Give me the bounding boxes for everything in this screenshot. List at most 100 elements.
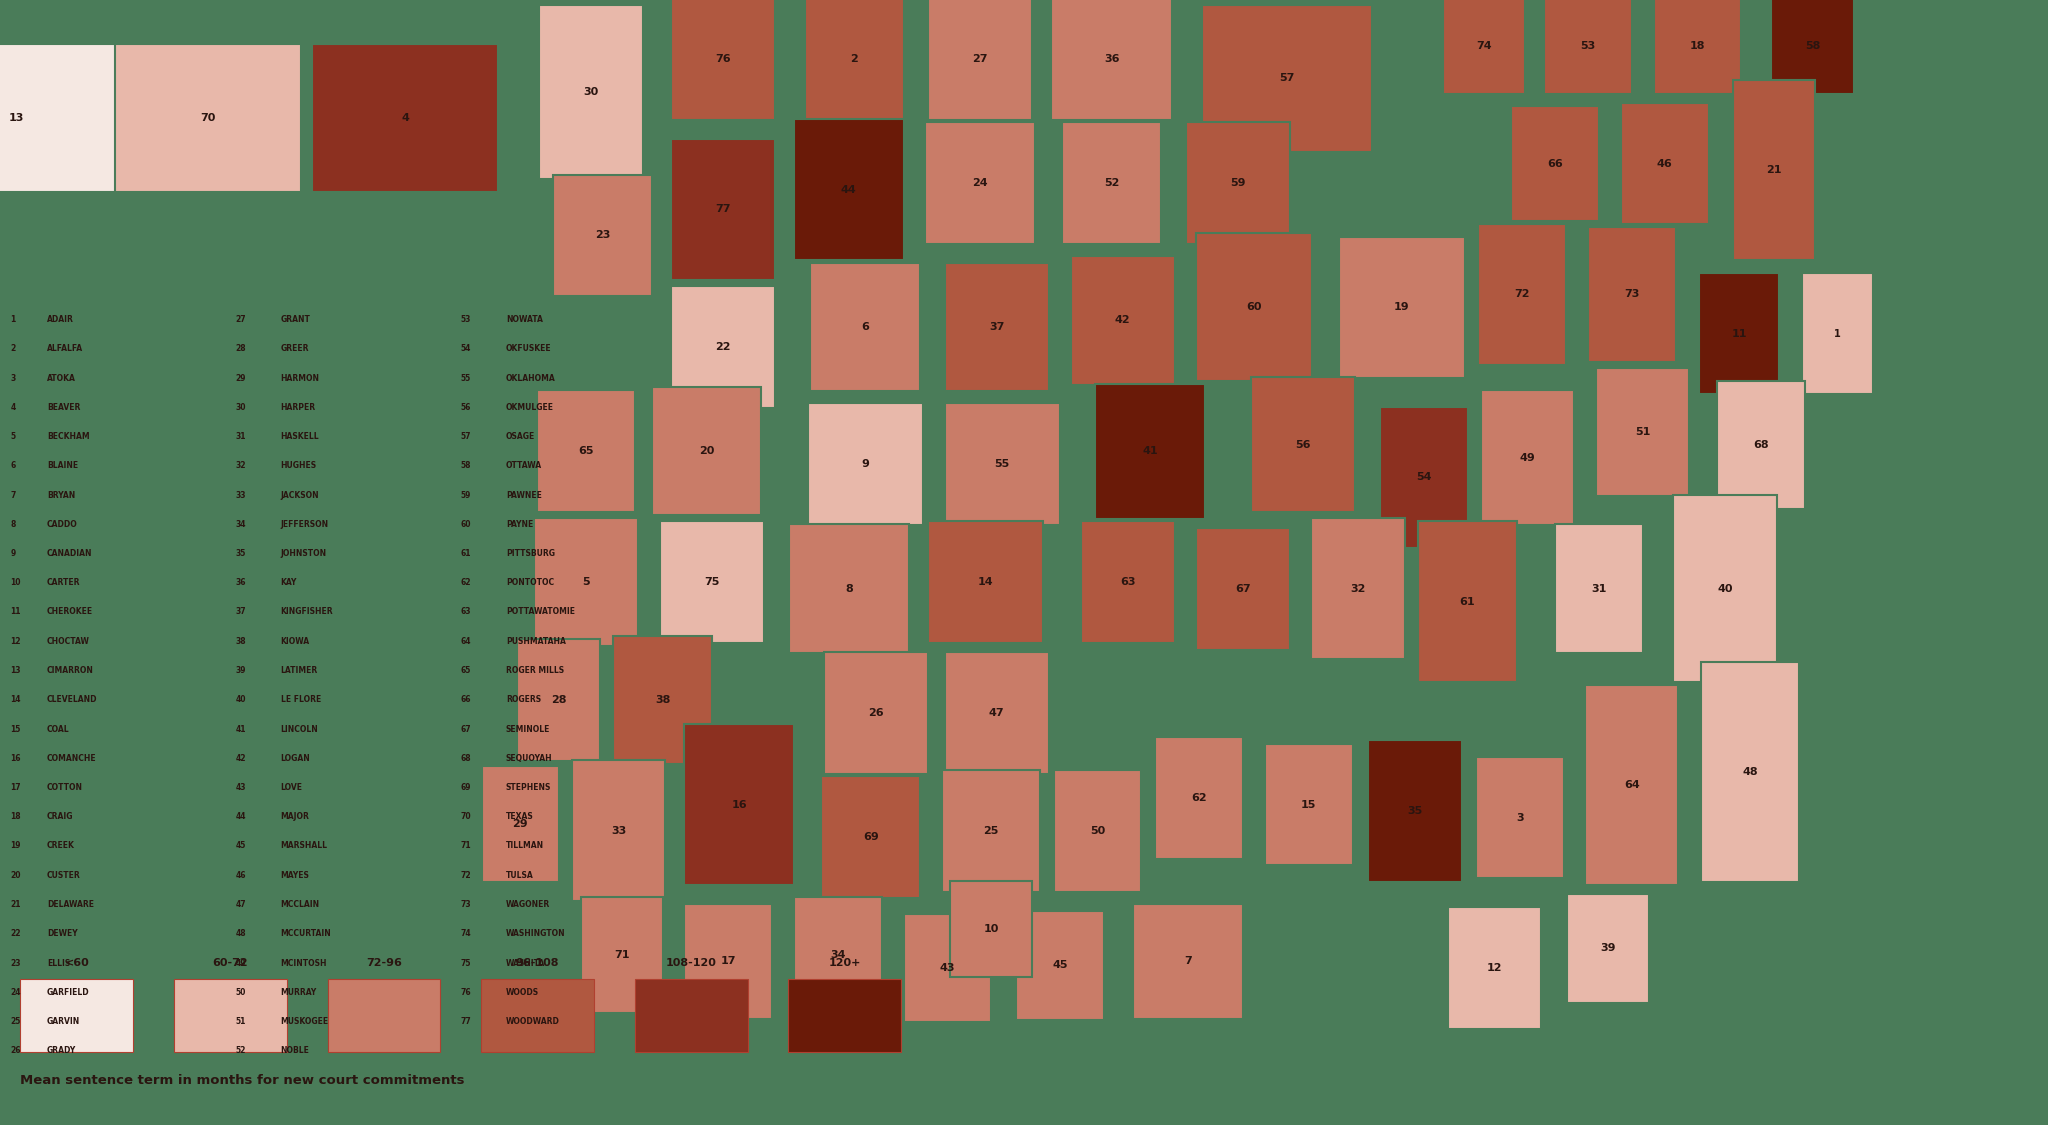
FancyBboxPatch shape [481, 979, 594, 1052]
Text: 60-72: 60-72 [213, 957, 248, 968]
Text: BRYAN: BRYAN [47, 490, 76, 500]
Text: 47: 47 [236, 900, 246, 909]
Text: SEQUOYAH: SEQUOYAH [506, 754, 553, 763]
Text: 26: 26 [868, 708, 885, 718]
Text: 54: 54 [1415, 472, 1432, 483]
Text: 48: 48 [236, 929, 246, 938]
Text: MCCURTAIN: MCCURTAIN [281, 929, 332, 938]
Text: ELLIS: ELLIS [47, 958, 70, 968]
FancyBboxPatch shape [788, 524, 909, 652]
FancyBboxPatch shape [115, 44, 301, 191]
FancyBboxPatch shape [1051, 0, 1171, 119]
Text: MUSKOGEE: MUSKOGEE [281, 1017, 328, 1026]
Text: 27: 27 [236, 315, 246, 324]
Text: 3: 3 [10, 374, 16, 382]
Text: COMANCHE: COMANCHE [47, 754, 96, 763]
FancyBboxPatch shape [1700, 272, 1780, 395]
Text: PONTOTOC: PONTOTOC [506, 578, 553, 587]
Text: ROGERS: ROGERS [506, 695, 541, 704]
Text: 49: 49 [236, 958, 246, 968]
Text: 56: 56 [461, 403, 471, 412]
Text: 31: 31 [1591, 584, 1608, 594]
Text: 55: 55 [461, 374, 471, 382]
Text: BEAVER: BEAVER [47, 403, 80, 412]
Text: 71: 71 [614, 950, 631, 960]
FancyBboxPatch shape [672, 0, 774, 119]
FancyBboxPatch shape [805, 0, 903, 119]
Text: BECKHAM: BECKHAM [47, 432, 90, 441]
Text: 20: 20 [10, 871, 20, 880]
FancyBboxPatch shape [1444, 0, 1526, 93]
Text: WOODWARD: WOODWARD [506, 1017, 559, 1026]
FancyBboxPatch shape [612, 636, 713, 764]
Text: 108-120: 108-120 [666, 957, 717, 968]
Text: 74: 74 [461, 929, 471, 938]
Text: CHOCTAW: CHOCTAW [47, 637, 90, 646]
Text: 40: 40 [236, 695, 246, 704]
Text: WAGONER: WAGONER [506, 900, 551, 909]
Text: MCINTOSH: MCINTOSH [281, 958, 328, 968]
FancyBboxPatch shape [1802, 272, 1874, 395]
Text: 51: 51 [236, 1017, 246, 1026]
Text: 18: 18 [1690, 40, 1706, 51]
Text: 50: 50 [236, 988, 246, 997]
FancyBboxPatch shape [659, 521, 764, 643]
FancyBboxPatch shape [582, 898, 664, 1012]
Text: 4: 4 [401, 112, 410, 123]
Text: 73: 73 [1624, 289, 1640, 299]
Text: 54: 54 [461, 344, 471, 353]
Text: 12: 12 [1487, 963, 1503, 973]
Text: 23: 23 [594, 231, 610, 241]
FancyBboxPatch shape [1380, 407, 1468, 548]
FancyBboxPatch shape [1544, 0, 1632, 93]
FancyBboxPatch shape [942, 770, 1040, 892]
Text: 33: 33 [610, 826, 627, 836]
Text: WOODS: WOODS [506, 988, 539, 997]
FancyBboxPatch shape [821, 776, 920, 898]
FancyBboxPatch shape [1311, 518, 1405, 659]
Text: MAJOR: MAJOR [281, 812, 309, 821]
Text: 11: 11 [1731, 328, 1747, 339]
FancyBboxPatch shape [311, 44, 498, 191]
Text: 47: 47 [989, 708, 1004, 718]
Text: 52: 52 [1104, 178, 1120, 188]
Text: 26: 26 [10, 1046, 20, 1055]
Text: 66: 66 [461, 695, 471, 704]
Text: 19: 19 [1395, 303, 1409, 313]
FancyBboxPatch shape [1620, 102, 1708, 224]
Text: 67: 67 [1235, 584, 1251, 594]
Text: 66: 66 [1548, 159, 1563, 169]
Text: 61: 61 [1460, 596, 1475, 606]
Text: 1: 1 [10, 315, 16, 324]
Text: Mean sentence term in months for new court commitments: Mean sentence term in months for new cou… [20, 1074, 465, 1088]
FancyBboxPatch shape [811, 263, 920, 392]
Text: KIOWA: KIOWA [281, 637, 309, 646]
Text: 72: 72 [1516, 289, 1530, 299]
Text: 33: 33 [236, 490, 246, 500]
Text: 50: 50 [1090, 826, 1106, 836]
Text: 20: 20 [698, 447, 715, 457]
Text: HASKELL: HASKELL [281, 432, 319, 441]
Text: ATOKA: ATOKA [47, 374, 76, 382]
FancyBboxPatch shape [1016, 911, 1104, 1019]
FancyBboxPatch shape [928, 0, 1032, 119]
Text: 38: 38 [655, 695, 670, 705]
Text: 46: 46 [1657, 159, 1673, 169]
Text: 70: 70 [201, 112, 215, 123]
Text: 15: 15 [10, 724, 20, 734]
Text: 22: 22 [10, 929, 20, 938]
FancyBboxPatch shape [1071, 256, 1176, 385]
Text: 59: 59 [1229, 178, 1245, 188]
Text: 40: 40 [1716, 584, 1733, 594]
Text: 11: 11 [10, 608, 20, 616]
FancyBboxPatch shape [1733, 80, 1815, 260]
Text: 35: 35 [236, 549, 246, 558]
Text: CARTER: CARTER [47, 578, 80, 587]
Text: ALFALFA: ALFALFA [47, 344, 84, 353]
Text: 15: 15 [1300, 800, 1317, 810]
Text: 57: 57 [461, 432, 471, 441]
Text: 36: 36 [236, 578, 246, 587]
Text: PAYNE: PAYNE [506, 520, 532, 529]
Text: 37: 37 [989, 322, 1004, 332]
Text: PUSHMATAHA: PUSHMATAHA [506, 637, 565, 646]
